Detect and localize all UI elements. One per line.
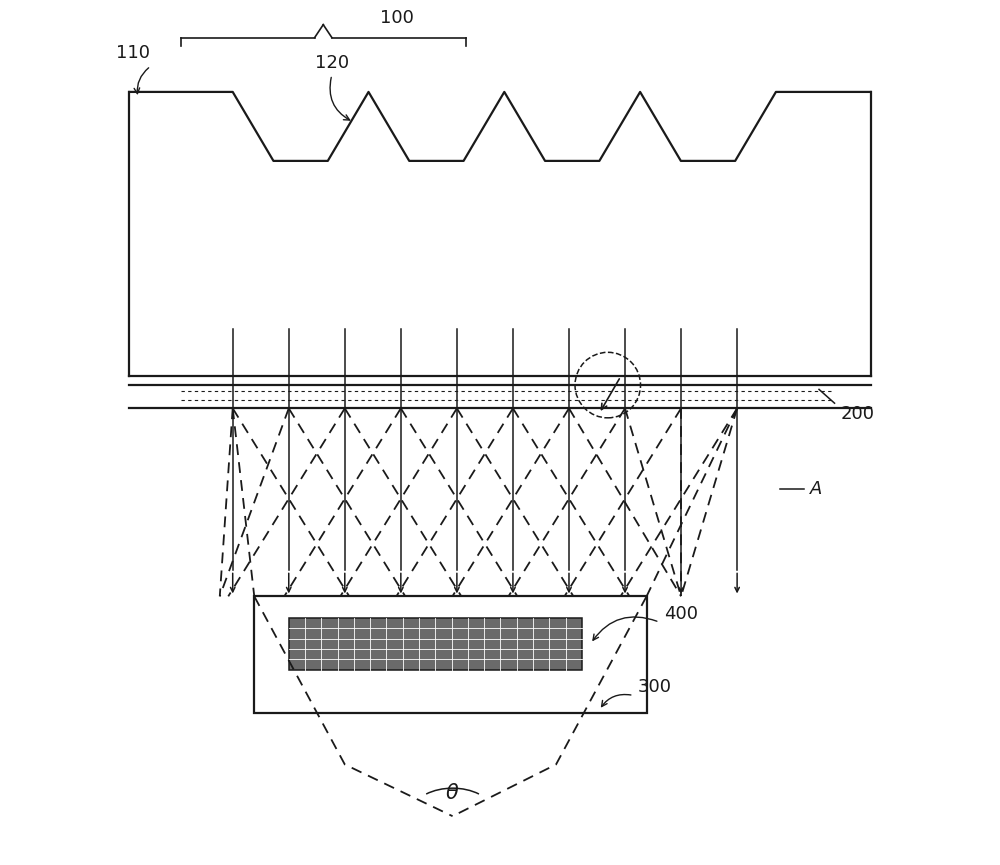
Text: 200: 200 xyxy=(841,405,875,422)
Text: A: A xyxy=(810,479,823,497)
Text: 110: 110 xyxy=(116,44,150,62)
Bar xyxy=(289,618,582,670)
Bar xyxy=(254,596,647,713)
Text: 300: 300 xyxy=(638,678,672,695)
Text: 400: 400 xyxy=(664,605,698,623)
Text: $\theta$: $\theta$ xyxy=(445,783,460,803)
Text: 100: 100 xyxy=(380,10,413,28)
Text: 120: 120 xyxy=(315,54,349,73)
